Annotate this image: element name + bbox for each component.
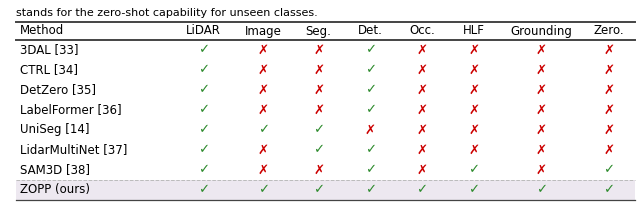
Text: ✓: ✓ [313,183,324,197]
Text: DetZero [35]: DetZero [35] [20,83,96,97]
Text: ✗: ✗ [313,63,324,77]
Text: ✓: ✓ [604,183,614,197]
Text: ✓: ✓ [258,183,269,197]
Text: ✓: ✓ [365,43,376,57]
Text: ✓: ✓ [198,163,209,177]
Text: Image: Image [244,25,282,37]
Text: ✗: ✗ [313,163,324,177]
Text: HLF: HLF [463,25,484,37]
Text: ✓: ✓ [198,123,209,137]
Text: ✗: ✗ [258,103,269,117]
Text: ✓: ✓ [313,123,324,137]
Text: CTRL [34]: CTRL [34] [20,63,78,77]
Text: ✗: ✗ [258,43,269,57]
Text: ✓: ✓ [258,123,269,137]
Text: ✗: ✗ [536,83,547,97]
Text: ZOPP (ours): ZOPP (ours) [20,183,90,197]
Text: 3DAL [33]: 3DAL [33] [20,43,79,57]
Text: Zero.: Zero. [594,25,625,37]
Text: ✓: ✓ [365,143,376,157]
Text: ✗: ✗ [536,63,547,77]
Text: ✓: ✓ [365,83,376,97]
Text: ✗: ✗ [417,83,428,97]
Text: ✗: ✗ [258,63,269,77]
Text: ✓: ✓ [365,63,376,77]
Text: ✗: ✗ [313,83,324,97]
Text: ✗: ✗ [536,143,547,157]
Text: ✗: ✗ [417,63,428,77]
Text: ✗: ✗ [365,123,376,137]
Text: ✗: ✗ [468,143,479,157]
Text: ✗: ✗ [536,123,547,137]
Bar [16,180,635,200]
Text: ✗: ✗ [604,63,614,77]
Text: ✗: ✗ [536,163,547,177]
Text: ✓: ✓ [536,183,547,197]
Text: ✓: ✓ [198,83,209,97]
Text: UniSeg [14]: UniSeg [14] [20,123,90,137]
Text: LabelFormer [36]: LabelFormer [36] [20,103,122,117]
Text: stands for the zero-shot capability for unseen classes.: stands for the zero-shot capability for … [16,8,317,18]
Text: LidarMultiNet [37]: LidarMultiNet [37] [20,143,127,157]
Text: ✗: ✗ [417,123,428,137]
Text: ✗: ✗ [258,83,269,97]
Text: ✗: ✗ [258,163,269,177]
Text: ✗: ✗ [468,103,479,117]
Text: SAM3D [38]: SAM3D [38] [20,163,90,177]
Text: ✗: ✗ [468,43,479,57]
Text: ✗: ✗ [468,63,479,77]
Text: ✗: ✗ [313,103,324,117]
Text: ✗: ✗ [417,163,428,177]
Text: ✗: ✗ [536,43,547,57]
Text: ✗: ✗ [604,43,614,57]
Text: ✓: ✓ [198,103,209,117]
Text: ✓: ✓ [365,103,376,117]
Text: ✗: ✗ [536,103,547,117]
Text: Occ.: Occ. [409,25,435,37]
Text: Method: Method [20,25,64,37]
Text: Det.: Det. [358,25,383,37]
Text: ✓: ✓ [417,183,428,197]
Text: ✗: ✗ [604,143,614,157]
Text: ✓: ✓ [468,163,479,177]
Text: ✗: ✗ [313,43,324,57]
Text: ✓: ✓ [468,183,479,197]
Text: ✓: ✓ [198,183,209,197]
Text: ✓: ✓ [198,43,209,57]
Text: ✓: ✓ [365,163,376,177]
Text: ✗: ✗ [417,103,428,117]
Text: ✓: ✓ [604,163,614,177]
Text: LiDAR: LiDAR [186,25,221,37]
Text: ✗: ✗ [604,83,614,97]
Text: ✓: ✓ [313,143,324,157]
Text: Grounding: Grounding [510,25,572,37]
Text: ✓: ✓ [198,63,209,77]
Text: ✓: ✓ [365,183,376,197]
Text: ✗: ✗ [604,123,614,137]
Text: ✗: ✗ [604,103,614,117]
Text: ✗: ✗ [468,123,479,137]
Text: ✗: ✗ [417,143,428,157]
Text: Seg.: Seg. [306,25,332,37]
Text: ✗: ✗ [468,83,479,97]
Text: ✗: ✗ [258,143,269,157]
Text: ✗: ✗ [417,43,428,57]
Text: ✓: ✓ [198,143,209,157]
